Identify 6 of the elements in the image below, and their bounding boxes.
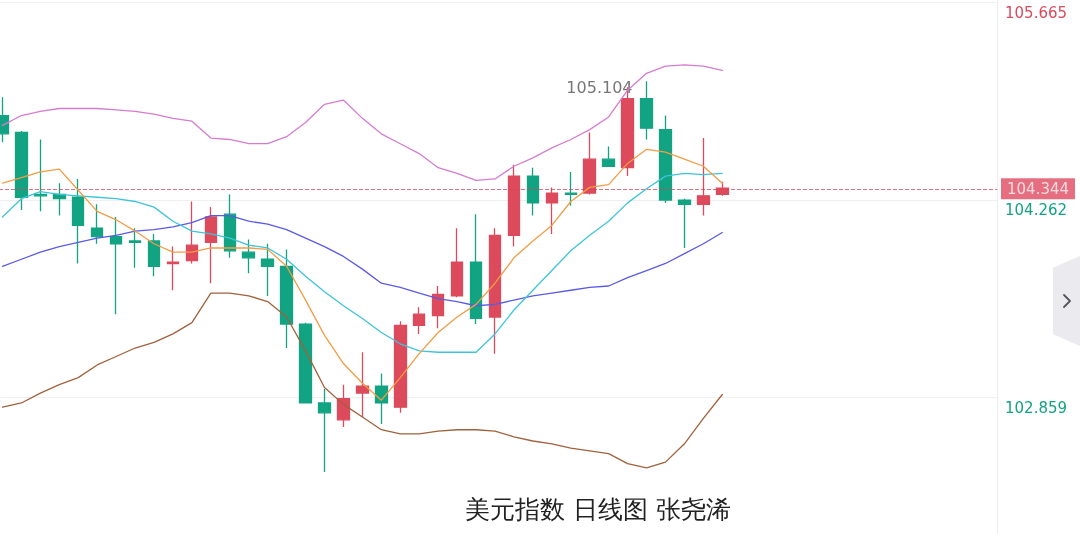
text: 美元指数 日线图 张尧浠 xyxy=(465,495,731,524)
ref-line-label: 104.344 xyxy=(1007,179,1070,198)
annotation: 105.104 xyxy=(566,77,633,97)
y-tick-label: 105.665 xyxy=(1005,3,1068,22)
y-tick-label: 102.859 xyxy=(1005,398,1068,417)
y-tick-label: 104.262 xyxy=(1005,201,1068,220)
